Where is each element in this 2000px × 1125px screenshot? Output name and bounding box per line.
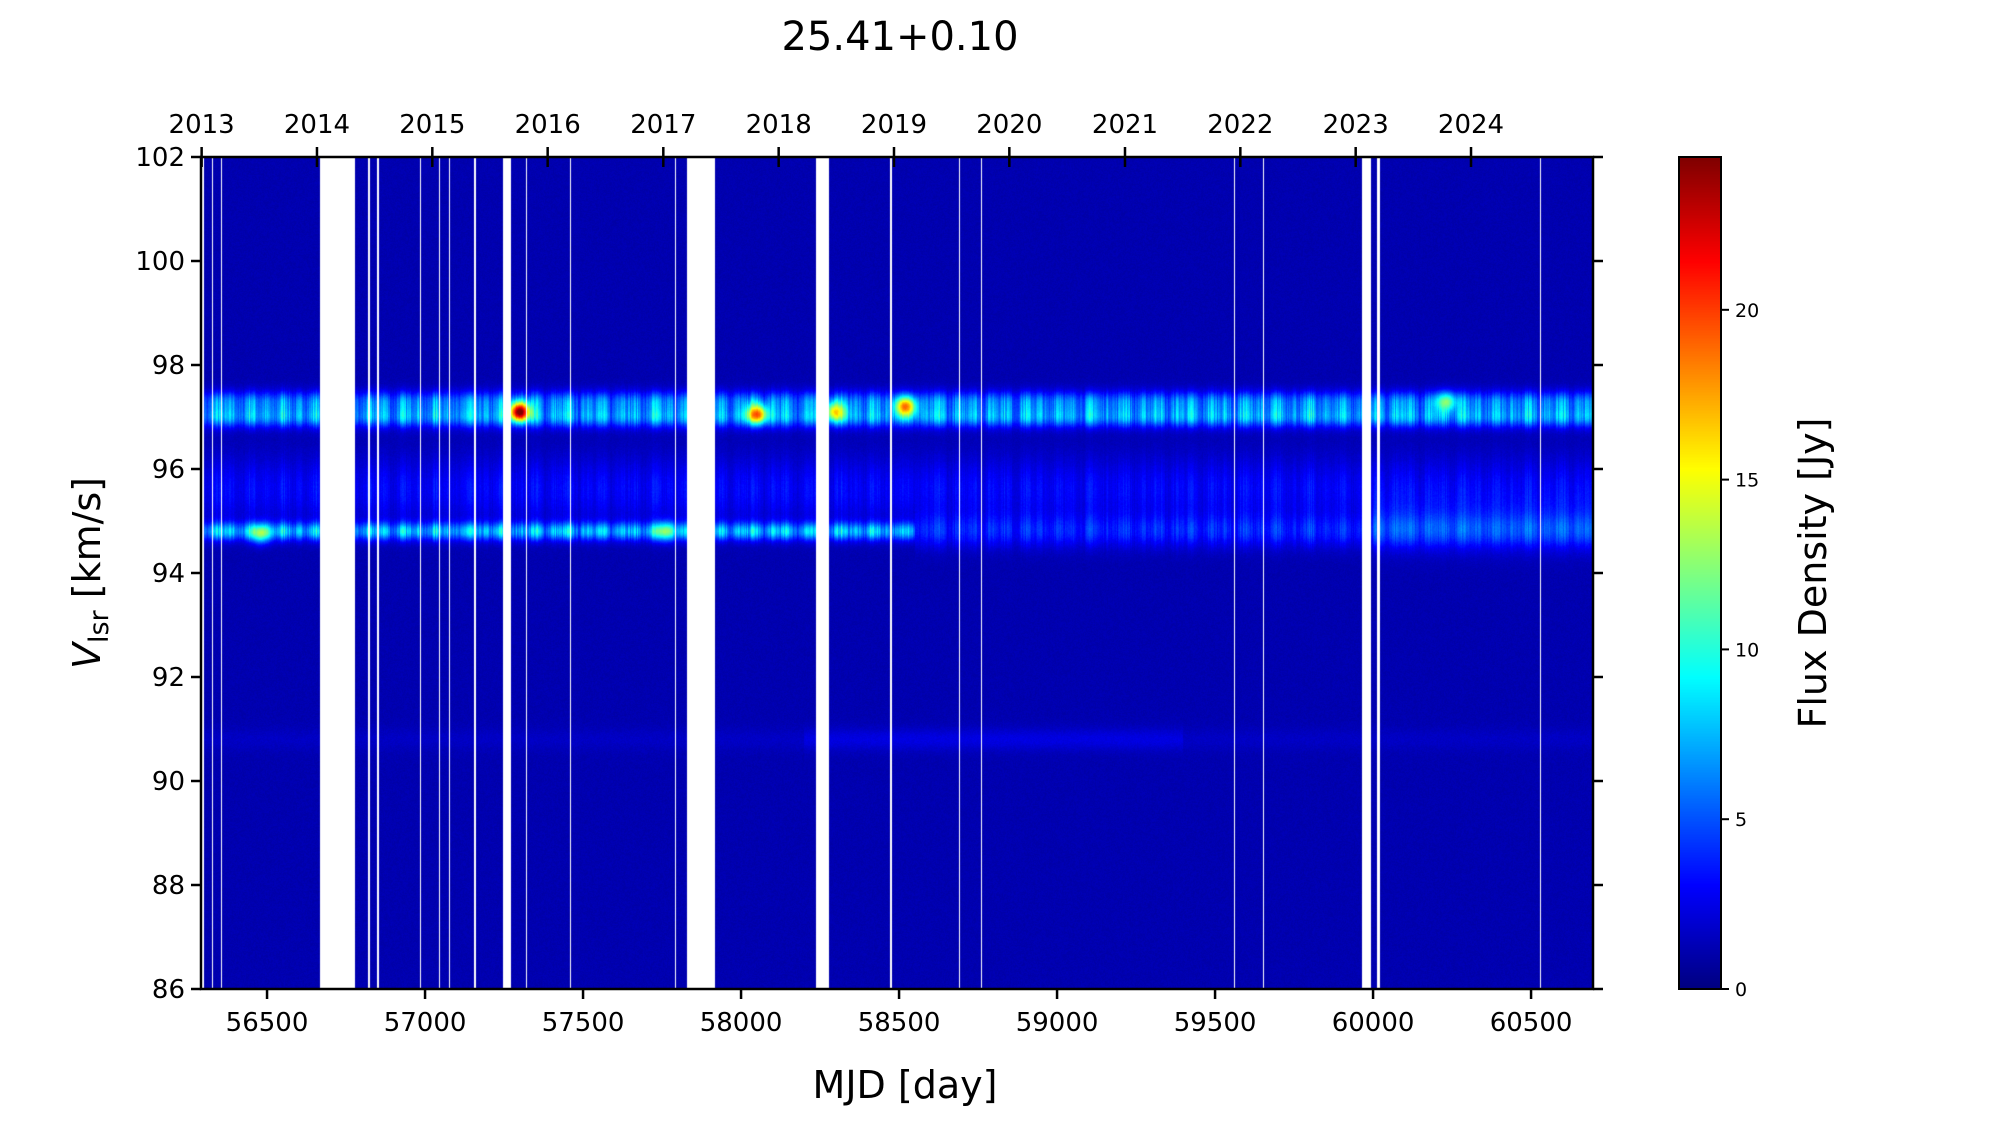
y-tick-label: 88 <box>152 871 185 901</box>
year-tick-label: 2016 <box>515 110 581 140</box>
year-tick-label: 2022 <box>1207 110 1273 140</box>
x-tick-label: 60500 <box>1490 1008 1573 1038</box>
x-tick-label: 58500 <box>858 1008 941 1038</box>
colorbar-label: Flux Density [Jy] <box>1791 418 1835 729</box>
y-tick-label: 90 <box>152 767 185 797</box>
year-tick-label: 2017 <box>630 110 696 140</box>
colorbar-tick-label: 20 <box>1735 300 1759 322</box>
y-tick-label: 92 <box>152 663 185 693</box>
y-tick-label: 96 <box>152 455 185 485</box>
year-tick-label: 2020 <box>976 110 1042 140</box>
colorbar-frame <box>1678 156 1722 990</box>
year-tick-label: 2019 <box>861 110 927 140</box>
y-tick-label: 86 <box>152 975 185 1005</box>
colorbar-tick-label: 5 <box>1735 809 1747 831</box>
year-tick-label: 2024 <box>1438 110 1504 140</box>
plot-frame <box>199 155 1595 991</box>
year-tick-label: 2023 <box>1323 110 1389 140</box>
y-tick-label: 98 <box>152 351 185 381</box>
x-tick-label: 58000 <box>700 1008 783 1038</box>
colorbar-tick-label: 15 <box>1735 470 1759 492</box>
chart-title: 25.41+0.10 <box>781 14 1019 60</box>
x-axis-label: MJD [day] <box>813 1063 998 1107</box>
x-tick-label: 59500 <box>1174 1008 1257 1038</box>
x-tick-label: 56500 <box>226 1008 309 1038</box>
y-tick-label: 94 <box>152 559 185 589</box>
year-tick-label: 2015 <box>399 110 465 140</box>
colorbar-tick-label: 10 <box>1735 639 1759 661</box>
colorbar-gradient <box>1679 157 1721 989</box>
x-tick-label: 60000 <box>1332 1008 1415 1038</box>
x-tick-label: 57500 <box>542 1008 625 1038</box>
year-tick-label: 2021 <box>1092 110 1158 140</box>
colorbar-tick-label: 0 <box>1735 979 1747 1001</box>
heatmap-image <box>201 157 1593 989</box>
year-tick-label: 2014 <box>284 110 350 140</box>
year-tick-label: 2013 <box>169 110 235 140</box>
y-tick-label: 102 <box>135 143 185 173</box>
year-tick-label: 2018 <box>746 110 812 140</box>
x-tick-label: 57000 <box>384 1008 467 1038</box>
y-tick-label: 100 <box>135 247 185 277</box>
x-tick-label: 59000 <box>1016 1008 1099 1038</box>
y-axis-label: Vlsr [km/s] <box>65 477 115 669</box>
